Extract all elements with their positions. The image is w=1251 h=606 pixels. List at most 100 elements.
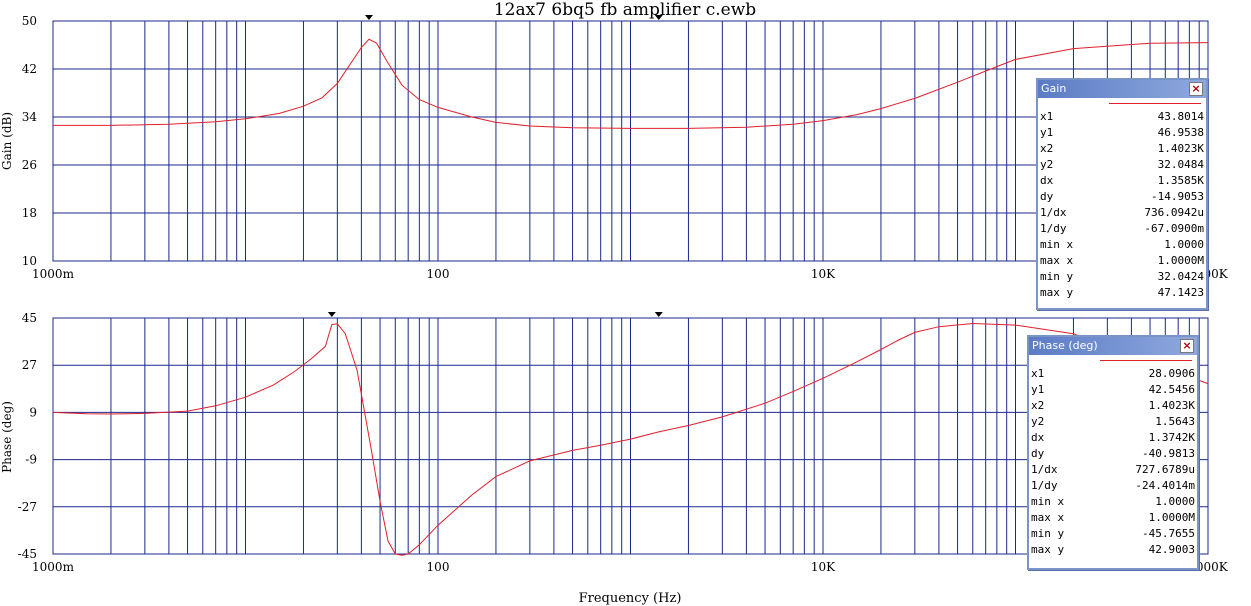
y-tick-label: 10: [22, 254, 37, 268]
phase-y-axis-label: Phase (deg): [0, 401, 14, 473]
gain-row-max-x: max x 1.0000M: [1038, 253, 1206, 269]
phase-readout-title: Phase (deg): [1032, 339, 1098, 352]
phase-row-y1: y1 42.5456: [1029, 382, 1197, 398]
readout-value: 727.6789u: [1135, 463, 1195, 476]
gain-row-1-dx: 1/dx 736.0942u: [1038, 205, 1206, 221]
cursor-marker-icon: [654, 15, 663, 20]
series-line: [53, 38, 1209, 129]
close-icon[interactable]: ×: [1189, 82, 1203, 96]
gain-row-1-dy: 1/dy -67.0900m: [1038, 221, 1206, 237]
gain-row-y2: y2 32.0484: [1038, 157, 1206, 173]
y-tick-label: 26: [22, 158, 37, 172]
phase-row-max-y: max y 42.9003: [1029, 542, 1197, 558]
plot-frame: [52, 20, 1209, 262]
readout-value: 1.0000M: [1148, 511, 1195, 524]
readout-value: -24.4014m: [1135, 479, 1195, 492]
readout-value: 28.0906: [1148, 367, 1195, 380]
gain-readout-title: Gain: [1041, 82, 1067, 95]
readout-value: 32.0484: [1157, 158, 1204, 171]
gain-readout-panel[interactable]: Gain × x1 43.8014 y1 46.9538 x2 1.4023K y2 32.0…: [1036, 78, 1208, 310]
readout-value: 32.0424: [1157, 270, 1204, 283]
readout-value: 1.5643: [1155, 415, 1195, 428]
readout-value: 1.4023K: [1148, 399, 1195, 412]
readout-key: y2: [1040, 158, 1054, 171]
cursor-marker-icon: [364, 15, 373, 20]
readout-key: y2: [1031, 415, 1045, 428]
readout-value: 736.0942u: [1144, 206, 1204, 219]
gain-row-dy: dy -14.9053: [1038, 189, 1206, 205]
series-line: [52, 322, 1209, 556]
phase-readout-titlebar[interactable]: Phase (deg) ×: [1029, 337, 1197, 355]
y-tick-label: 18: [22, 206, 37, 220]
readout-value: 1.3585K: [1157, 174, 1204, 187]
gain-row-min-x: min x 1.0000: [1038, 237, 1206, 253]
readout-key: y1: [1040, 126, 1054, 139]
readout-value: 1.0000: [1164, 238, 1204, 251]
phase-row-dx: dx 1.3742K: [1029, 430, 1197, 446]
close-icon[interactable]: ×: [1180, 339, 1194, 353]
readout-key: min y: [1031, 527, 1065, 540]
readout-value: 1.0000M: [1157, 254, 1204, 267]
phase-row-x1: x1 28.0906: [1029, 366, 1197, 382]
readout-value: 46.9538: [1157, 126, 1204, 139]
readout-value: -45.7655: [1142, 527, 1195, 540]
phase-row-min-x: min x 1.0000: [1029, 494, 1197, 510]
readout-key: max x: [1040, 254, 1074, 267]
x-tick-label: 1000m: [32, 267, 75, 281]
gain-row-max-y: max y 47.1423: [1038, 285, 1206, 301]
y-tick-label: 27: [22, 358, 37, 372]
gain-row-x2: x2 1.4023K: [1038, 141, 1206, 157]
readout-key: max y: [1040, 286, 1074, 299]
readout-key: 1/dy: [1031, 479, 1058, 492]
y-tick-label: -9: [25, 453, 37, 467]
readout-key: dy: [1040, 190, 1054, 203]
phase-legend-swatch: [1029, 355, 1197, 366]
phase-row-y2: y2 1.5643: [1029, 414, 1197, 430]
readout-key: dx: [1031, 431, 1045, 444]
readout-value: 43.8014: [1157, 110, 1204, 123]
phase-row-1-dx: 1/dx 727.6789u: [1029, 462, 1197, 478]
gain-row-min-y: min y 32.0424: [1038, 269, 1206, 285]
readout-key: max x: [1031, 511, 1065, 524]
y-tick-label: 34: [22, 110, 38, 124]
readout-key: x1: [1040, 110, 1054, 123]
y-tick-label: -27: [18, 500, 37, 514]
readout-key: 1/dx: [1031, 463, 1058, 476]
readout-key: min y: [1040, 270, 1074, 283]
x-tick-label: 100: [427, 267, 450, 281]
cursor-marker-icon: [327, 312, 336, 317]
x-tick-label: 1000m: [32, 560, 75, 574]
readout-key: max y: [1031, 543, 1065, 556]
phase-readout-rows: x1 28.0906 y1 42.5456 x2 1.4023K y2 1.5643 dx 1.3…: [1029, 366, 1197, 558]
readout-key: dy: [1031, 447, 1045, 460]
chart-title: 12ax7 6bq5 fb amplifier c.ewb: [494, 0, 756, 20]
gain-readout-titlebar[interactable]: Gain ×: [1038, 80, 1206, 98]
readout-key: x1: [1031, 367, 1045, 380]
phase-row-dy: dy -40.9813: [1029, 446, 1197, 462]
readout-value: -67.0900m: [1144, 222, 1204, 235]
readout-value: -40.9813: [1142, 447, 1195, 460]
readout-key: min x: [1040, 238, 1074, 251]
y-tick-label: 42: [22, 62, 37, 76]
readout-key: x2: [1040, 142, 1054, 155]
phase-row-x2: x2 1.4023K: [1029, 398, 1197, 414]
gain-row-y1: y1 46.9538: [1038, 125, 1206, 141]
readout-key: min x: [1031, 495, 1065, 508]
readout-value: 1.0000: [1155, 495, 1195, 508]
readout-value: 42.5456: [1148, 383, 1195, 396]
phase-readout-panel[interactable]: Phase (deg) × x1 28.0906 y1 42.5456 x2 1.4023…: [1027, 335, 1199, 570]
phase-row-min-y: min y -45.7655: [1029, 526, 1197, 542]
gain-readout-rows: x1 43.8014 y1 46.9538 x2 1.4023K y2 32.0484 dx 1.…: [1038, 109, 1206, 301]
phase-row-max-x: max x 1.0000M: [1029, 510, 1197, 526]
x-axis-label: Frequency (Hz): [579, 591, 682, 606]
x-tick-label: 10K: [811, 267, 836, 281]
readout-key: 1/dx: [1040, 206, 1067, 219]
readout-key: x2: [1031, 399, 1045, 412]
phase-row-1-dy: 1/dy -24.4014m: [1029, 478, 1197, 494]
readout-key: 1/dy: [1040, 222, 1067, 235]
gain-row-dx: dx 1.3585K: [1038, 173, 1206, 189]
y-tick-label: 45: [22, 311, 37, 325]
